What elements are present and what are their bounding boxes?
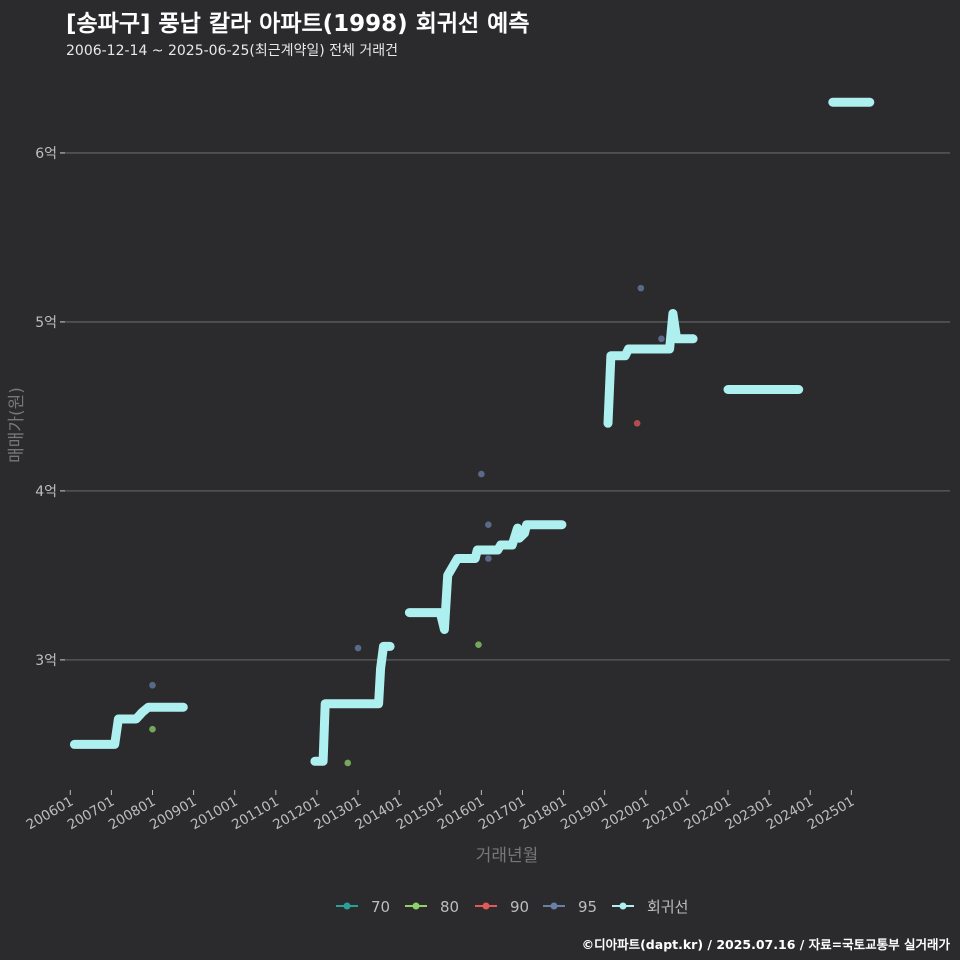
legend-label: 70 (371, 898, 390, 916)
y-axis-label: 매매가(원) (7, 387, 27, 463)
legend-item-80[interactable]: 80 (405, 898, 459, 916)
y-axis: 3억 4억 5억 6억 (35, 146, 65, 669)
x-tick-label: 202501 (805, 794, 858, 834)
x-axis-label: 거래년월 (476, 846, 539, 866)
point-95 (149, 681, 156, 689)
point-80 (344, 759, 352, 767)
point-80 (475, 641, 482, 648)
x-axis: 2006012007012008012009012010012011012012… (24, 790, 858, 834)
point-95 (485, 555, 492, 562)
legend-item-90[interactable]: 90 (475, 898, 529, 916)
source-credit: ©디아파트(dapt.kr) / 2025.07.16 / 자료=국토교통부 실… (581, 937, 950, 952)
legend-dot (412, 902, 420, 910)
legend-item-95[interactable]: 95 (543, 898, 597, 916)
point-90 (633, 420, 641, 427)
point-80 (149, 725, 156, 733)
legend-label: 90 (510, 898, 529, 916)
regression-line (69, 97, 875, 766)
point-95 (354, 644, 362, 652)
legend-label: 80 (440, 898, 459, 916)
regression-segment-1 (69, 702, 188, 749)
grid-lines (60, 152, 950, 661)
y-tick-label: 6억 (35, 146, 57, 162)
y-tick-label: 3억 (35, 653, 57, 669)
data-points (149, 284, 665, 767)
regression-segment-4 (603, 309, 698, 428)
regression-segment-3 (404, 520, 567, 634)
legend-dot (619, 902, 627, 910)
legend[interactable]: 70 80 90 95 회귀선 (336, 898, 688, 916)
legend-dot (550, 902, 558, 910)
point-95 (658, 335, 665, 343)
y-tick-label: 5억 (35, 315, 57, 331)
legend-dot (343, 902, 351, 910)
y-tick-label: 4억 (35, 484, 57, 500)
legend-label: 95 (578, 898, 597, 916)
chart-title: [송파구] 풍납 칼라 아파트(1998) 회귀선 예측 (66, 11, 530, 37)
legend-item-70[interactable]: 70 (336, 898, 390, 916)
legend-label: 회귀선 (647, 898, 688, 916)
point-95 (478, 470, 485, 478)
legend-item-regression[interactable]: 회귀선 (612, 898, 688, 916)
regression-segment-2 (310, 641, 395, 766)
chart-subtitle: 2006-12-14 ~ 2025-06-25(최근계약일) 전체 거래건 (66, 43, 398, 59)
point-95 (485, 521, 492, 528)
legend-dot (482, 902, 490, 910)
point-95 (637, 284, 645, 292)
